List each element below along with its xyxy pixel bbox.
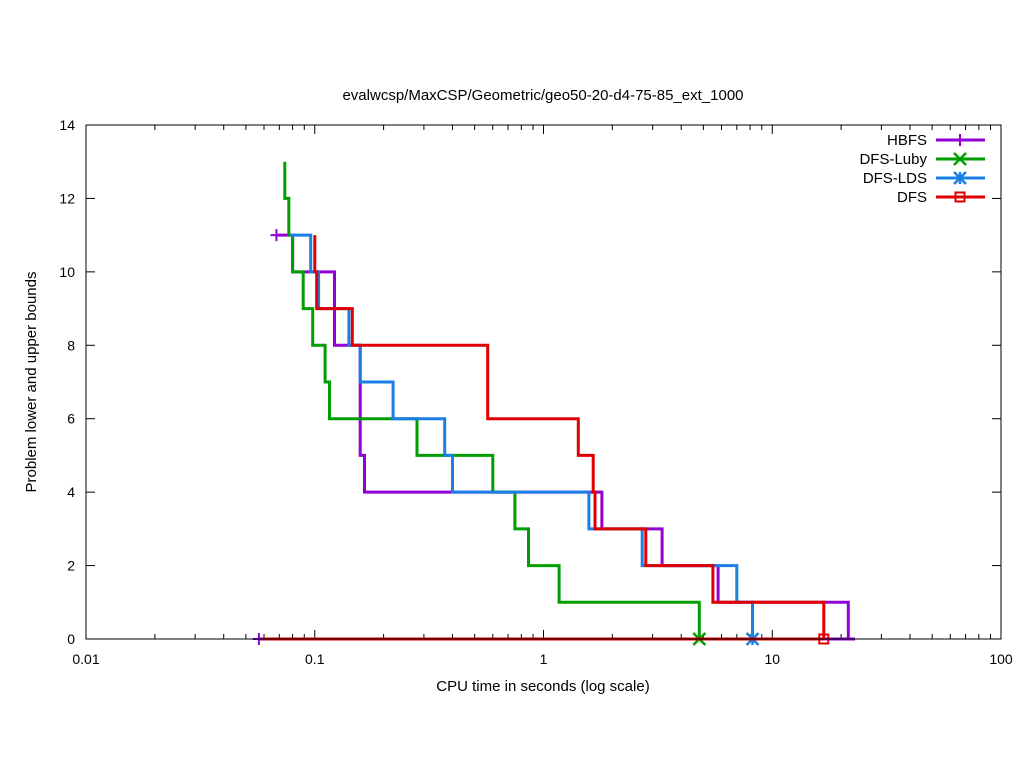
y-axis-label: Problem lower and upper bounds bbox=[23, 272, 40, 493]
y-tick-label: 12 bbox=[59, 190, 75, 206]
y-tick-label: 8 bbox=[67, 337, 75, 353]
legend-entry-hbfs: HBFS bbox=[887, 132, 985, 149]
legend-marker bbox=[953, 171, 967, 185]
x-tick-label: 100 bbox=[989, 651, 1013, 667]
series-hbfs-marker bbox=[270, 229, 283, 242]
legend-label: DFS bbox=[897, 189, 927, 206]
legend: HBFS DFS-Luby DFS-LDS DFS bbox=[859, 132, 985, 206]
chart-title: evalwcsp/MaxCSP/Geometric/geo50-20-d4-75… bbox=[342, 87, 743, 104]
x-tick-label: 1 bbox=[540, 651, 548, 667]
y-tick-label: 14 bbox=[59, 117, 75, 133]
legend-marker bbox=[954, 191, 966, 203]
legend-marker bbox=[953, 152, 967, 166]
x-tick-label: 0.1 bbox=[305, 651, 325, 667]
x-axis-label: CPU time in seconds (log scale) bbox=[436, 678, 649, 695]
plot-frame bbox=[85, 124, 1002, 640]
legend-label: HBFS bbox=[887, 132, 927, 149]
x-tick-label: 0.01 bbox=[72, 651, 99, 667]
y-tick-label: 0 bbox=[67, 631, 75, 647]
y-tick-label: 4 bbox=[67, 484, 75, 500]
y-tick-label: 2 bbox=[67, 558, 75, 574]
legend-label: DFS-LDS bbox=[863, 170, 927, 187]
y-tick-label: 10 bbox=[59, 264, 75, 280]
legend-entry-dfs-lds: DFS-LDS bbox=[863, 170, 985, 187]
series-hbfs-upper-bound-line bbox=[276, 233, 850, 639]
series-dfs-upper-bound-line bbox=[313, 235, 826, 639]
ticks-group: 0.01 0.1 1 10 100 0 2 4 6 8 10 12 14 bbox=[59, 117, 1012, 667]
x-tick-label: 10 bbox=[764, 651, 780, 667]
y-tick-label: 6 bbox=[67, 411, 75, 427]
legend-entry-dfs-luby: DFS-Luby bbox=[859, 151, 985, 168]
legend-marker bbox=[954, 134, 966, 146]
series-dfs-luby-upper-bound-line bbox=[283, 161, 701, 639]
legend-entry-dfs: DFS bbox=[897, 189, 985, 206]
legend-label: DFS-Luby bbox=[859, 151, 927, 168]
